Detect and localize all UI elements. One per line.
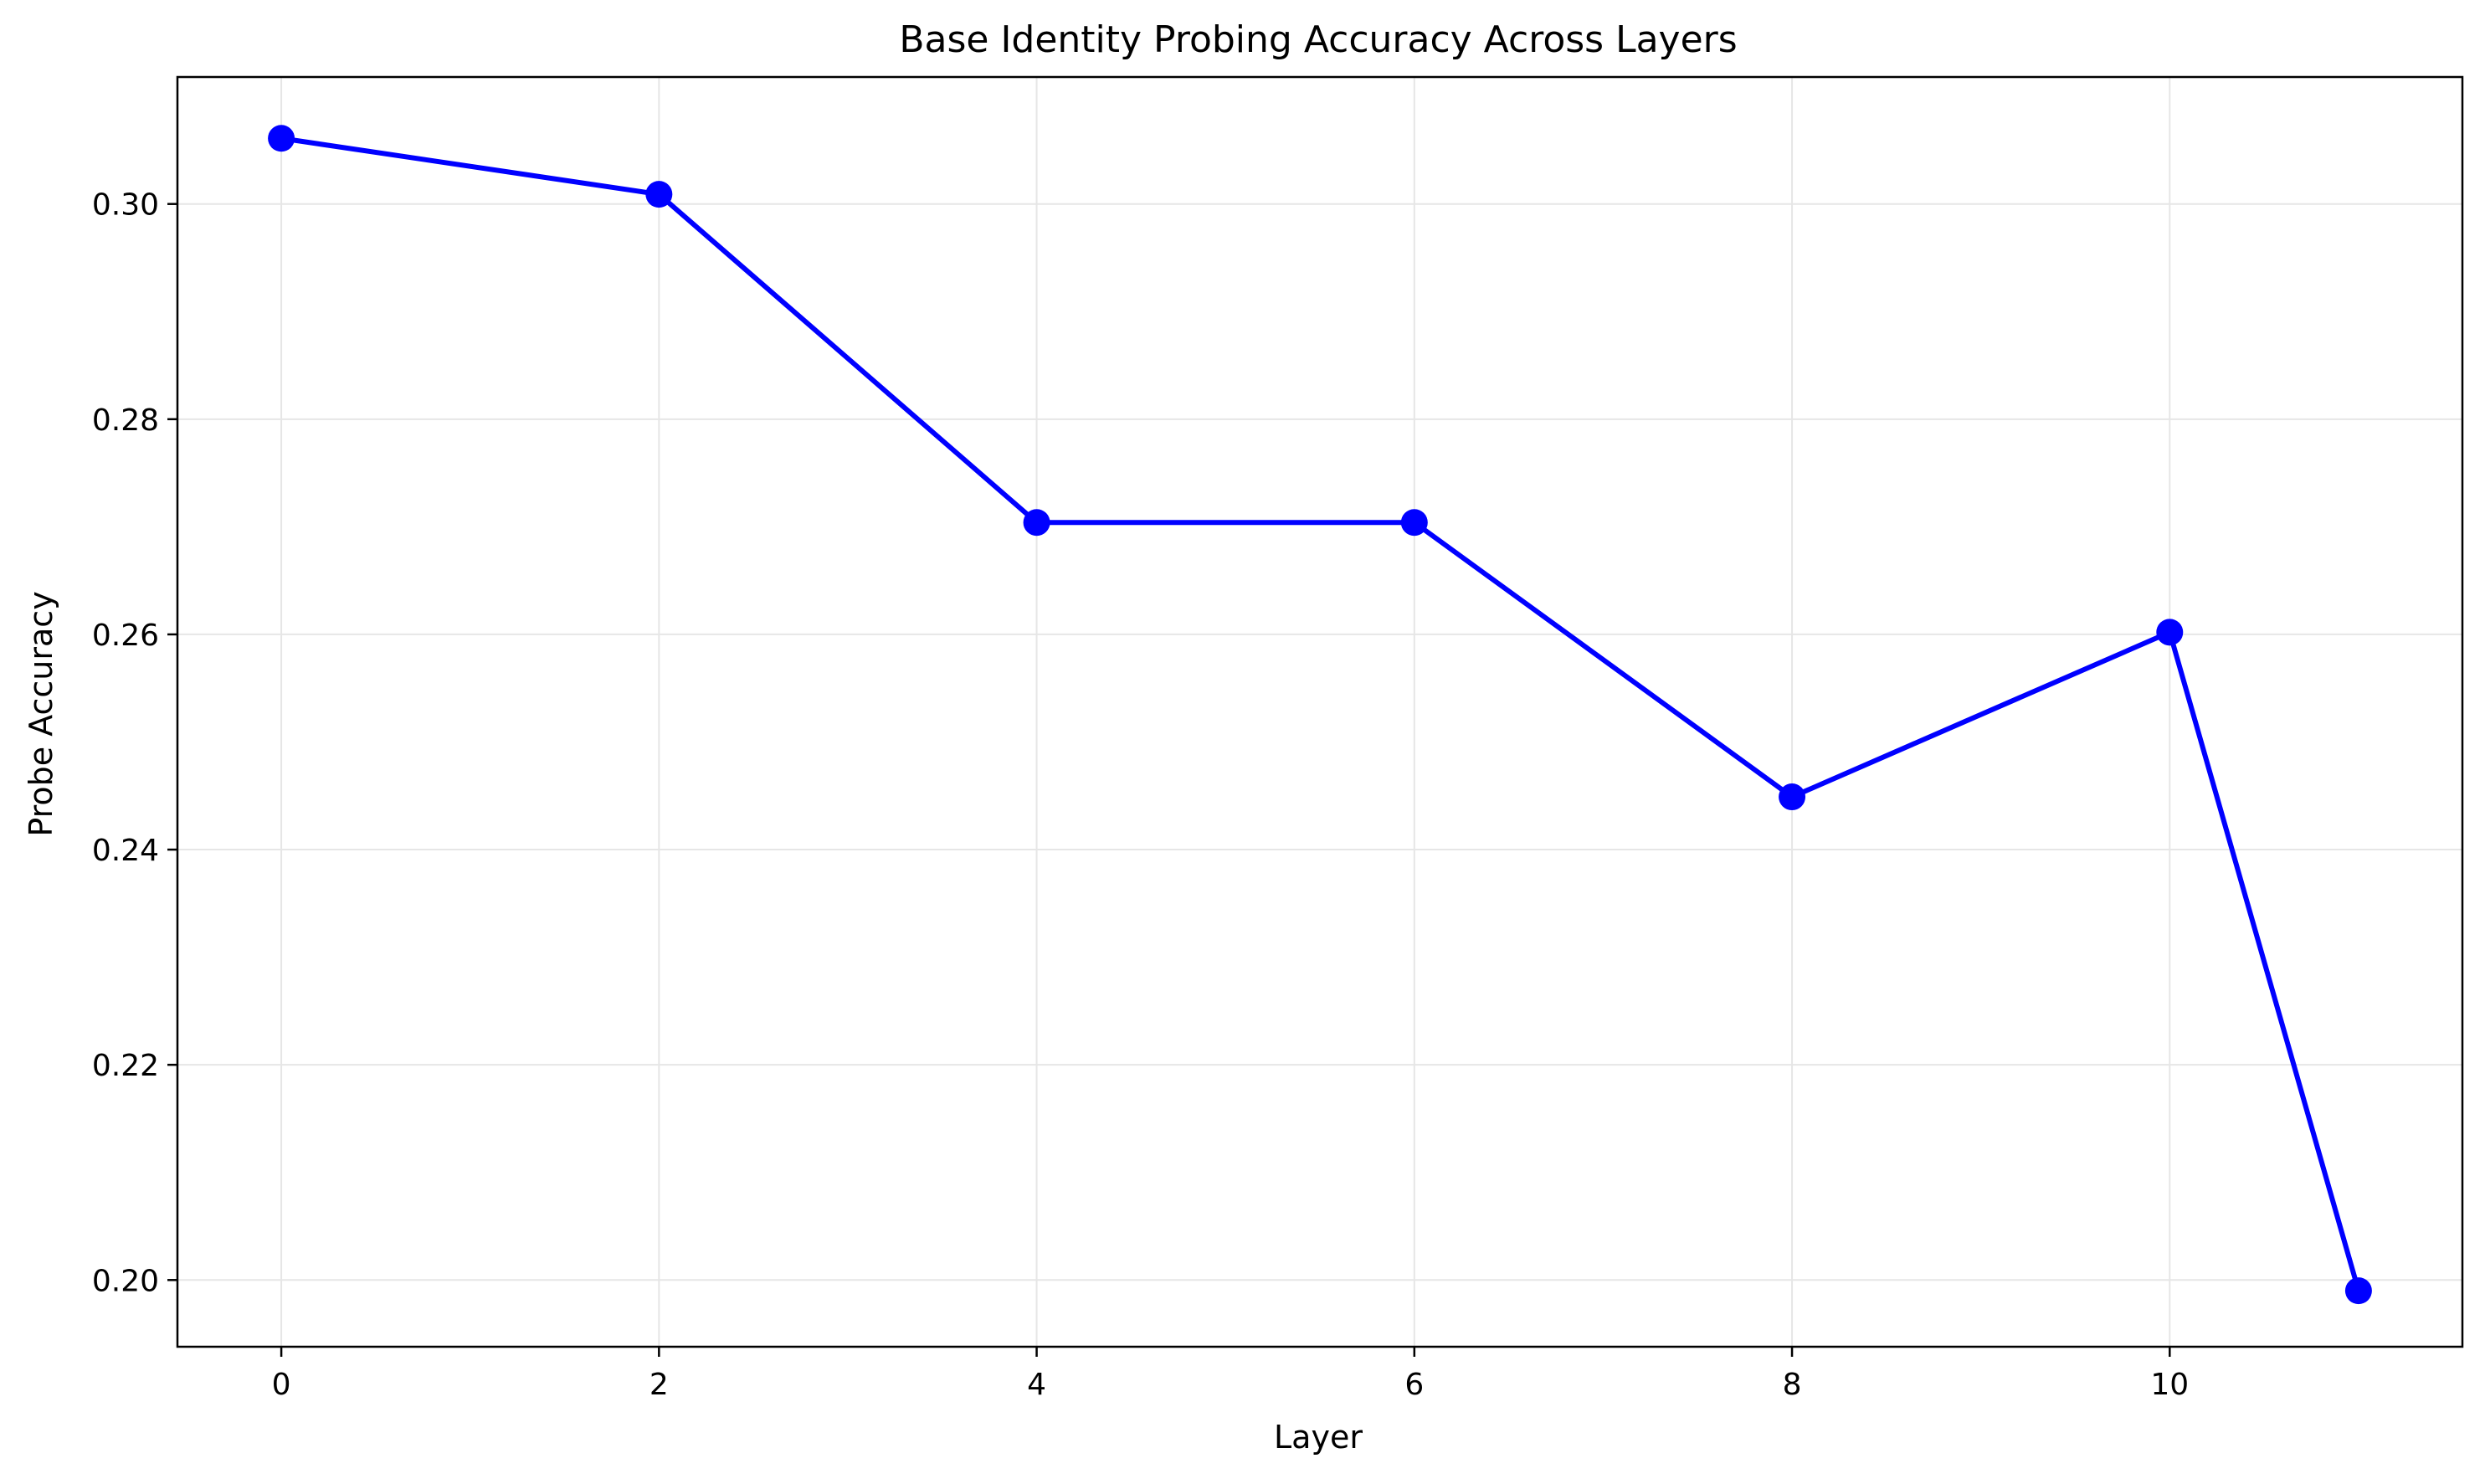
y-tick-label: 0.24	[92, 834, 159, 868]
data-point	[2344, 1277, 2372, 1305]
y-tick-label: 0.28	[92, 403, 159, 438]
y-tick-label: 0.22	[92, 1049, 159, 1083]
x-axis-label: Layer	[1274, 1419, 1363, 1456]
data-point	[1023, 509, 1050, 537]
y-axis-label: Probe Accuracy	[23, 591, 59, 836]
y-tick-label: 0.26	[92, 619, 159, 653]
data-point	[1400, 509, 1428, 537]
plot-frame	[176, 75, 2464, 1348]
grid	[177, 77, 2462, 1347]
data-point	[268, 125, 295, 152]
chart-title: Base Identity Probing Accuracy Across La…	[899, 18, 1737, 61]
y-tick-label: 0.20	[92, 1264, 159, 1298]
x-tick-label: 6	[1404, 1368, 1424, 1402]
axes: 0 2 4 6 8 10 0.20 0.22 0.24 0.26 0.28 0.30	[92, 75, 2464, 1402]
x-tick-label: 0	[272, 1368, 291, 1402]
x-tick-label: 10	[2150, 1368, 2189, 1402]
y-tick-label: 0.30	[92, 188, 159, 223]
x-tick-label: 4	[1027, 1368, 1046, 1402]
data-series	[268, 125, 2372, 1305]
x-tick-label: 8	[1783, 1368, 1802, 1402]
data-point	[645, 181, 673, 208]
data-point	[1779, 783, 1806, 811]
data-point	[2156, 619, 2184, 646]
x-tick-label: 2	[649, 1368, 669, 1402]
